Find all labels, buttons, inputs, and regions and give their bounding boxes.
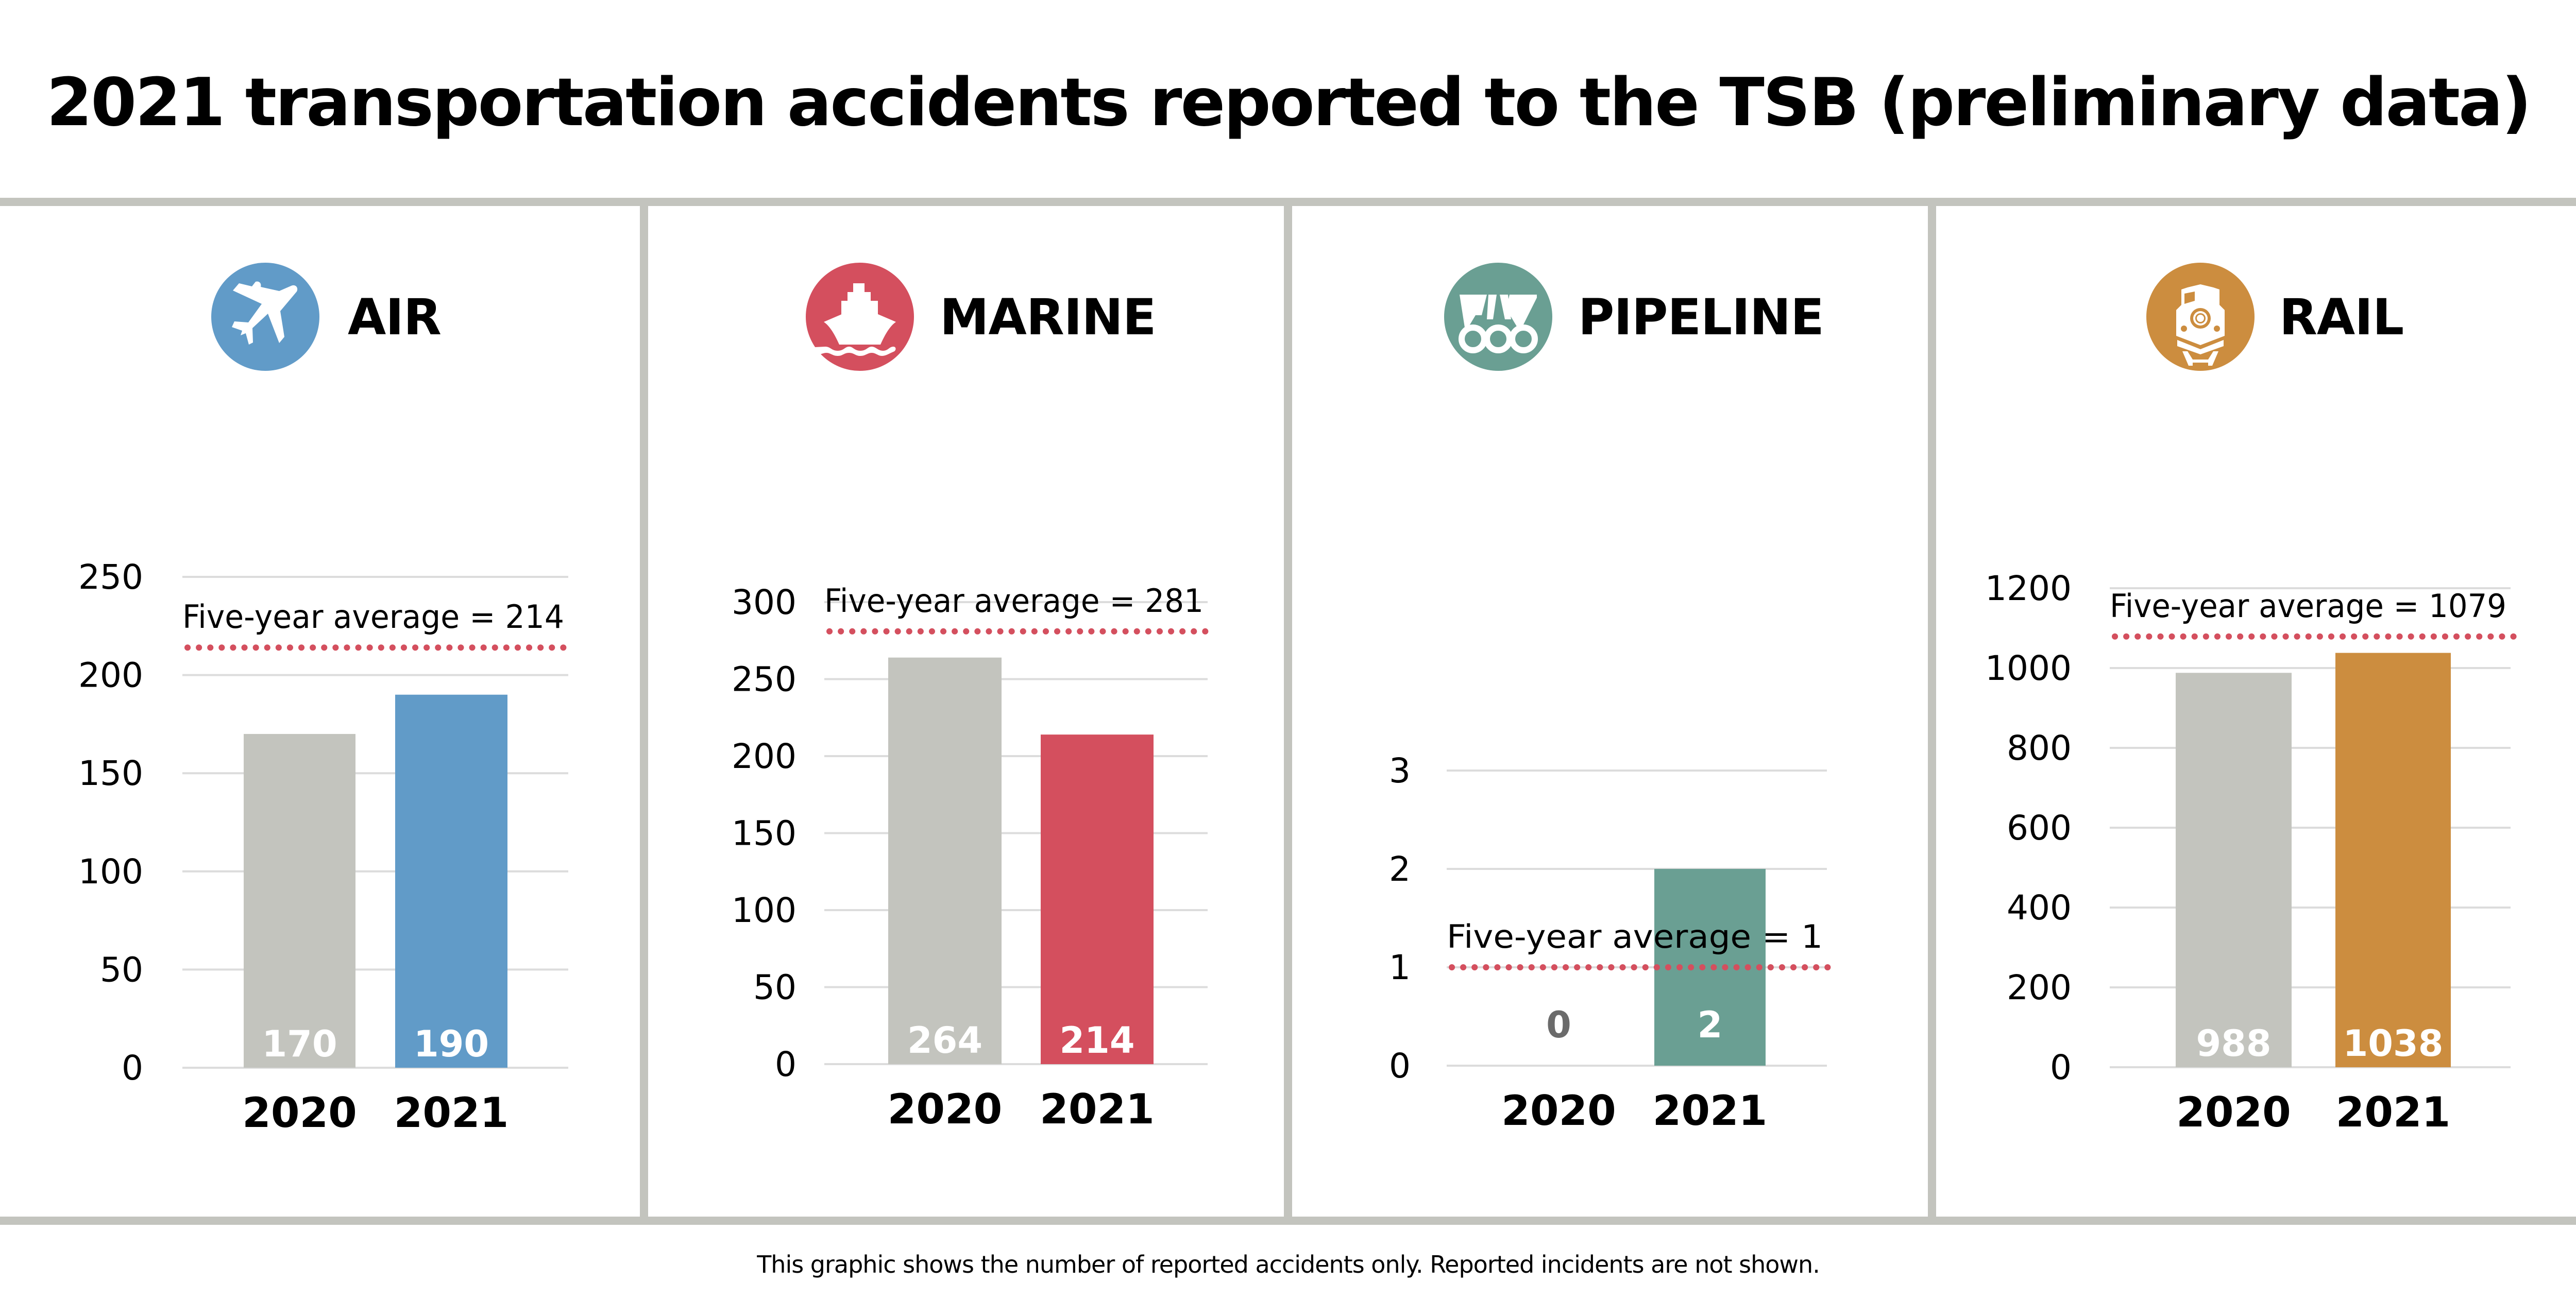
y-tick-label: 2 — [1389, 849, 1411, 889]
y-tick-label: 1200 — [1985, 569, 2072, 608]
bar-value-label: 1038 — [2343, 1022, 2444, 1065]
x-tick-label: 2020 — [242, 1089, 357, 1137]
panel-air: AIR 0 50 100 150 200 250 170 2020 190 2021 Five-ye… — [0, 206, 640, 1217]
y-tick-label: 200 — [2007, 968, 2072, 1007]
bar-value-label: 2 — [1698, 1004, 1723, 1046]
panel-divider — [640, 198, 648, 1225]
bar-2020 — [244, 733, 355, 1068]
chart-title: 2021 transportation accidents reported t… — [46, 64, 2532, 141]
y-tick-label: 1000 — [1985, 648, 2072, 688]
airplane-icon — [211, 263, 319, 371]
five-year-average-label: Five-year average = 1079 — [2110, 587, 2506, 625]
y-tick-label: 200 — [732, 737, 796, 776]
bar-2021 — [395, 694, 507, 1068]
y-tick-label: 50 — [753, 968, 796, 1007]
y-tick-label: 0 — [1389, 1046, 1411, 1086]
mode-label: RAIL — [2279, 288, 2404, 346]
ship-icon — [806, 263, 914, 371]
y-tick-label: 0 — [775, 1045, 796, 1084]
bar-2020 — [888, 657, 1002, 1064]
panel-pipeline: PIPELINE 0 1 2 3 0 2020 2 2021 Five-year average… — [1292, 206, 1928, 1217]
y-tick-label: 600 — [2007, 808, 2072, 848]
panel-marine: MARINE 0 50 100 150 200 250 300 264 2020 214 2021 F… — [648, 206, 1284, 1217]
marine-bar-chart: 0 50 100 150 200 250 300 264 2020 214 2021 Five-yea… — [732, 582, 1215, 1133]
x-tick-label: 2020 — [2176, 1088, 2291, 1136]
y-tick-label: 300 — [732, 583, 796, 622]
x-tick-label: 2021 — [2336, 1088, 2451, 1136]
x-tick-label: 2020 — [888, 1085, 1003, 1133]
rail-bar-chart: 0 200 400 600 800 1000 1200 988 2020 1038 2021 Five… — [1985, 569, 2518, 1136]
panel-rail: RAIL 0 200 400 600 800 1000 1200 988 2020 1038 202… — [1936, 206, 2576, 1217]
x-tick-label: 2021 — [394, 1089, 509, 1137]
y-tick-label: 0 — [2050, 1048, 2072, 1087]
train-icon — [2146, 263, 2255, 371]
y-tick-label: 400 — [2007, 888, 2072, 928]
y-tick-label: 50 — [100, 950, 143, 989]
bar-2021 — [1041, 734, 1154, 1064]
bar-value-label: 988 — [2196, 1022, 2271, 1065]
bar-value-label: 264 — [907, 1019, 982, 1062]
footnote: This graphic shows the number of reporte… — [757, 1251, 1820, 1278]
bar-2021 — [2335, 653, 2451, 1067]
mode-label: AIR — [348, 288, 442, 346]
pipeline-bar-chart: 0 1 2 3 0 2020 2 2021 Five-year average = 1 — [1389, 751, 1834, 1135]
air-bar-chart: 0 50 100 150 200 250 170 2020 190 2021 Five-year a… — [78, 557, 575, 1137]
bar-value-label: 0 — [1546, 1004, 1571, 1046]
bar-value-label: 214 — [1059, 1019, 1134, 1062]
bottom-divider — [0, 1217, 2576, 1225]
y-tick-label: 250 — [78, 557, 143, 597]
bar-value-label: 190 — [414, 1023, 489, 1065]
y-tick-label: 150 — [78, 754, 143, 793]
bar-2020 — [2176, 673, 2292, 1067]
x-tick-label: 2021 — [1653, 1087, 1768, 1135]
y-tick-label: 100 — [732, 891, 796, 930]
five-year-average-label: Five-year average = 214 — [182, 598, 564, 636]
y-tick-label: 800 — [2007, 728, 2072, 768]
five-year-average-label: Five-year average = 1 — [1447, 918, 1823, 955]
panel-divider — [1284, 198, 1292, 1225]
mode-label: PIPELINE — [1578, 288, 1824, 346]
y-tick-label: 0 — [122, 1048, 143, 1088]
mode-label: MARINE — [940, 288, 1156, 346]
bar-value-label: 170 — [262, 1023, 337, 1065]
panel-divider — [1928, 198, 1936, 1225]
pipeline-icon — [1444, 263, 1552, 371]
five-year-average-label: Five-year average = 281 — [824, 582, 1204, 620]
x-tick-label: 2020 — [1501, 1087, 1616, 1135]
y-tick-label: 200 — [78, 656, 143, 695]
y-tick-label: 3 — [1389, 751, 1411, 791]
x-tick-label: 2021 — [1040, 1085, 1155, 1133]
y-tick-label: 150 — [732, 814, 796, 853]
y-tick-label: 1 — [1389, 948, 1411, 987]
y-tick-label: 100 — [78, 852, 143, 892]
y-tick-label: 250 — [732, 660, 796, 699]
